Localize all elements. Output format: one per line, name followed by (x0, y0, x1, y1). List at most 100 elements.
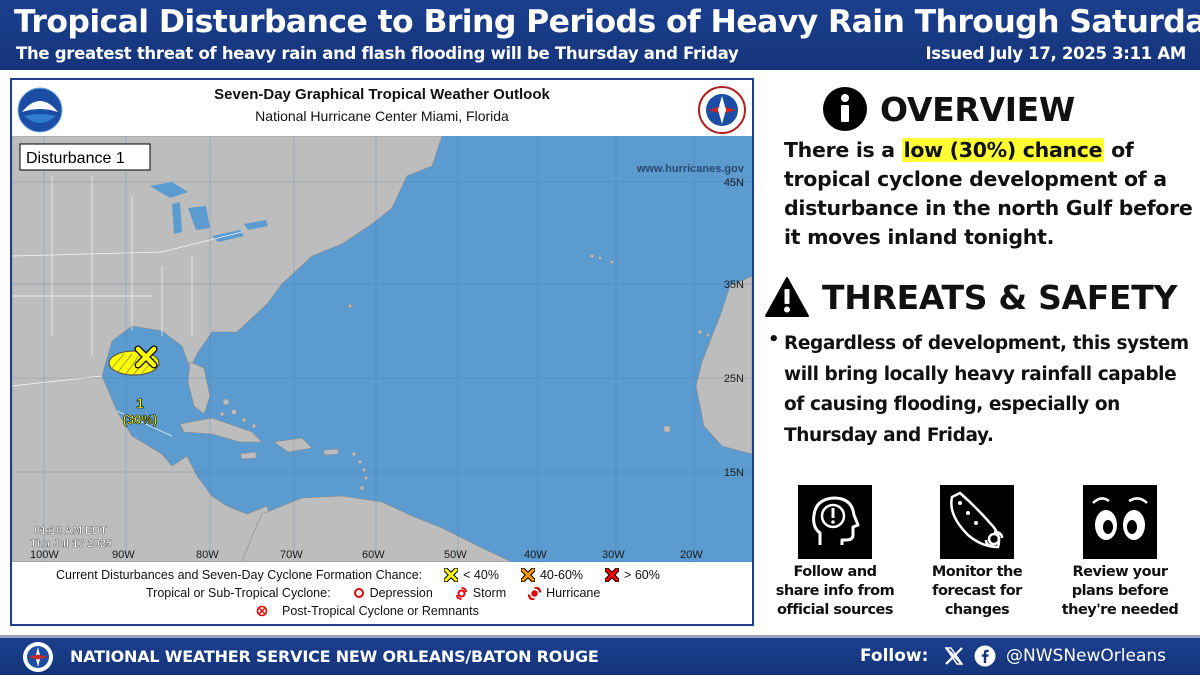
office-name: NATIONAL WEATHER SERVICE NEW ORLEANS/BAT… (70, 647, 599, 666)
nws-logo-icon (698, 86, 746, 134)
footer-stripe (0, 635, 1200, 638)
overview-highlight: low (30%) chance (901, 138, 1105, 162)
legend-hurricane: Hurricane (546, 586, 601, 600)
hurricane-cone-icon (940, 485, 1014, 559)
disturbance-box (19, 143, 151, 171)
tile-follow-label: Follow and share info from official sour… (775, 564, 895, 618)
south-america-land (241, 495, 513, 563)
tile-review-plans: Review your plans before they're needed (1055, 485, 1185, 620)
page-title: Tropical Disturbance to Bring Periods of… (14, 4, 1200, 40)
nws-footer-logo-icon (23, 642, 53, 672)
longitude-label: 40W (524, 549, 547, 561)
great-lakes-water (150, 182, 268, 242)
longitude-label: 100W (30, 549, 59, 561)
safety-tiles: Follow and share info from official sour… (762, 485, 1200, 625)
disturbance-box-label: Disturbance 1 (26, 150, 125, 167)
legend-medium: 40-60% (539, 568, 584, 582)
tile-follow-info: Follow and share info from official sour… (770, 485, 900, 620)
tile-monitor-forecast: Monitor the forecast for changes (912, 485, 1042, 620)
map-title: Seven-Day Graphical Tropical Weather Out… (214, 86, 550, 103)
map-time-label: 01:18 AM EDT (34, 525, 107, 537)
puerto-rico-land (323, 448, 339, 456)
storm-icon (455, 586, 467, 600)
hispaniola-land (273, 437, 313, 453)
disturbance-x-marker (134, 345, 158, 369)
legend-low: < 40% (463, 568, 499, 582)
map-subtitle: National Hurricane Center Miami, Florida (255, 108, 509, 124)
facebook-icon[interactable] (974, 645, 996, 667)
follow-label: Follow: (860, 646, 929, 666)
canary-islands-land (697, 329, 710, 337)
eyes-icon (1083, 485, 1157, 559)
cape-verde-land (663, 425, 671, 433)
latitude-label: 15N (724, 467, 744, 479)
map-legend: Current Disturbances and Seven-Day Cyclo… (12, 562, 752, 624)
disturbance-chance-label: (30%) (123, 412, 158, 427)
header-banner: Tropical Disturbance to Bring Periods of… (0, 0, 1200, 70)
overview-header: OVERVIEW (822, 86, 1075, 132)
map-date-label: Thu Jul 17 2025 (30, 538, 112, 550)
legend-high: > 60% (624, 568, 660, 582)
azores-land (589, 253, 614, 264)
page-subtitle: The greatest threat of heavy rain and fl… (16, 44, 739, 63)
cuba-land (179, 417, 263, 443)
social-handle[interactable]: @NWSNewOrleans (1006, 646, 1166, 666)
legend-row1-label: Current Disturbances and Seven-Day Cyclo… (56, 568, 423, 582)
jamaica-land (239, 451, 257, 460)
post-tropical-icon (256, 605, 268, 617)
overview-text: There is a low (30%) chance of tropical … (784, 136, 1194, 252)
longitude-label: 30W (602, 549, 625, 561)
threats-heading: THREATS & SAFETY (822, 277, 1178, 317)
disturbance-number-label: 1 (136, 395, 144, 411)
longitude-labels: 100W 90W 80W 70W 60W 50W 40W 30W 20W (30, 549, 703, 561)
high-chance-x-icon (605, 568, 620, 582)
overview-text-end: of tropical cyclone development of a dis… (784, 138, 1193, 249)
legend-row-cyclones: Tropical or Sub-Tropical Cyclone: Depres… (146, 586, 600, 600)
map-header: Seven-Day Graphical Tropical Weather Out… (12, 80, 752, 136)
map-canvas: 45N 35N 25N 15N 100W 90W 80W 70W 60W 50W 40W 30W 20… (12, 135, 752, 563)
noaa-logo-icon (16, 86, 64, 134)
tile-review-label: Review your plans before they're needed (1061, 564, 1179, 618)
longitude-label: 60W (362, 549, 385, 561)
threat-bullet: • (768, 329, 780, 350)
legend-row2-label: Tropical or Sub-Tropical Cyclone: (146, 586, 331, 600)
overview-heading: OVERVIEW (880, 89, 1076, 129)
legend-post-tropical: Post-Tropical Cyclone or Remnants (282, 604, 479, 618)
low-chance-x-icon (444, 568, 459, 582)
latitude-labels: 45N 35N 25N 15N (724, 177, 744, 479)
head-exclamation-icon (798, 485, 872, 559)
issued-timestamp: Issued July 17, 2025 3:11 AM (925, 44, 1186, 63)
latitude-label: 45N (724, 177, 744, 189)
longitude-label: 50W (444, 549, 467, 561)
bahamas-land (219, 398, 257, 429)
africa-land (695, 275, 752, 455)
legend-depression: Depression (369, 586, 433, 600)
bermuda-land (347, 303, 353, 309)
lesser-antilles-land (351, 451, 369, 491)
borders (12, 176, 243, 437)
north-america-land (12, 135, 443, 563)
outlook-map: 45N 35N 25N 15N 100W 90W 80W 70W 60W 50W 40W 30W 20… (12, 135, 752, 563)
depression-icon (353, 588, 364, 598)
threats-header: THREATS & SAFETY (764, 276, 1177, 318)
longitude-label: 80W (196, 549, 219, 561)
florida-land (187, 361, 211, 415)
legend-row-disturbances: Current Disturbances and Seven-Day Cyclo… (56, 568, 660, 582)
tile-monitor-label: Monitor the forecast for changes (931, 564, 1023, 618)
footer-bar: NATIONAL WEATHER SERVICE NEW ORLEANS/BAT… (0, 638, 1200, 675)
longitude-label: 70W (280, 549, 303, 561)
medium-chance-x-icon (520, 568, 535, 582)
overview-text-start: There is a (784, 138, 902, 162)
info-column: OVERVIEW There is a low (30%) chance of … (762, 78, 1200, 628)
website-label: www.hurricanes.gov (636, 163, 745, 175)
warning-triangle-icon (765, 277, 809, 317)
threats-text: Regardless of development, this system w… (784, 333, 1189, 446)
x-social-icon[interactable] (944, 646, 964, 666)
latitude-label: 35N (724, 279, 744, 291)
outlook-map-panel: Seven-Day Graphical Tropical Weather Out… (10, 78, 754, 626)
info-icon (823, 87, 867, 131)
latitude-label: 25N (724, 373, 744, 385)
legend-storm: Storm (472, 586, 507, 600)
legend-row-post-tropical: Post-Tropical Cyclone or Remnants (256, 604, 479, 618)
longitude-label: 90W (112, 549, 135, 561)
